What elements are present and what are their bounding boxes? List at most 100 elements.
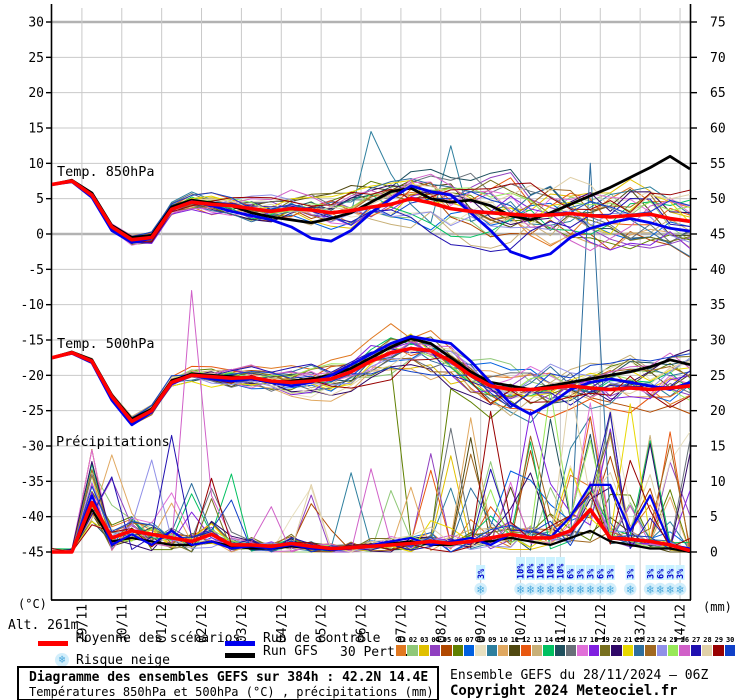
x-axis-date-label: 11/12 (554, 604, 569, 643)
snowflake-icon: ❄ (517, 583, 524, 597)
perturbation-number: 08 (476, 636, 486, 644)
snowflake-icon: ❄ (577, 583, 584, 597)
snow-risk-percent: 10% (537, 563, 547, 579)
perturbation-number: 07 (465, 636, 474, 644)
perturbation-number: 25 (669, 636, 678, 644)
x-axis-date-label: 14/12 (674, 604, 689, 643)
perturbation-number: 06 (454, 636, 463, 644)
perturbation-swatch (622, 645, 633, 656)
snowflake-icon: ❄ (607, 583, 614, 597)
snow-risk-percent: 10% (517, 563, 527, 579)
snow-risk-percent: 3% (587, 568, 597, 579)
panel-labels: Temp. 850hPa Temp. 500hPa Précipitations (56, 164, 170, 450)
snowflake-icon: ❄ (656, 583, 663, 597)
perturbation-swatch (701, 645, 713, 656)
title-box: Diagramme des ensembles GEFS sur 384h : … (17, 666, 439, 700)
perturbation-swatch (486, 645, 497, 656)
run-info: Ensemble GEFS du 28/11/2024 – 06Z (450, 668, 709, 683)
snowflake-icon: ❄ (557, 583, 564, 597)
left-axis-tick-label: 10 (28, 157, 44, 172)
left-axis-tick-label: 5 (36, 192, 44, 207)
left-axis-tick-label: -40 (21, 510, 44, 525)
x-axis-date-label: 09/12 (474, 604, 489, 643)
mean-line-t850 (52, 179, 690, 242)
perturbation-number: 13 (533, 636, 542, 644)
left-axis-unit: (°C) (18, 597, 47, 611)
snowflake-icon: ❄ (547, 583, 554, 597)
perturbation-swatch (475, 645, 486, 656)
right-axis-tick-label: 25 (710, 369, 726, 384)
perturbation-swatch (690, 645, 701, 656)
x-axis-date-label: 30/11 (115, 604, 130, 643)
axes (46, 4, 697, 601)
chart-subtitle: Températures 850hPa et 500hPa (°C) , pré… (29, 685, 434, 699)
x-axis-date-label: 10/12 (514, 604, 529, 643)
snowflake-icon: ❄ (647, 583, 654, 597)
perturbation-number: 05 (442, 636, 452, 644)
perturbation-swatch (407, 645, 418, 656)
perturbation-number: 11 (510, 636, 520, 644)
legend-control-label: Run de contrôle (263, 631, 381, 646)
legend-mean-swatch (38, 641, 68, 646)
perturbation-number: 04 (431, 636, 440, 644)
left-axis-tick-label: -25 (21, 404, 44, 419)
perturbation-number: 19 (601, 636, 610, 644)
x-axis-date-label: 02/12 (195, 604, 210, 643)
right-axis-tick-label: 10 (710, 475, 726, 490)
main-lines (52, 154, 690, 554)
snow-risk-row: 3%❄10%❄10%❄10%❄10%❄10%❄6%❄3%❄3%❄6%❄3%❄3%… (474, 557, 687, 597)
tick-labels: 302520151050-5-10-15-20-25-30-35-40-4575… (18, 16, 732, 644)
perturbation-number: 14 (544, 636, 554, 644)
perturbation-swatch (497, 645, 509, 656)
perturbation-number: 18 (590, 636, 599, 644)
member-line-t500 (52, 352, 690, 419)
perturbation-number: 15 (556, 636, 565, 644)
legend-gfs-label: Run GFS (263, 644, 318, 659)
perturbation-swatch (724, 645, 735, 656)
perturbation-swatch (645, 645, 656, 656)
left-axis-tick-label: -35 (21, 475, 44, 490)
perturbation-swatch (667, 645, 679, 656)
perturbation-swatch (452, 645, 463, 656)
perturbation-color-bar (396, 645, 736, 656)
x-axis-date-label: 03/12 (235, 604, 250, 643)
perturbation-swatch (633, 645, 645, 656)
x-axis-date-label: 01/12 (155, 604, 170, 643)
right-axis-tick-label: 5 (710, 510, 718, 525)
x-axis-date-label: 07/12 (394, 604, 409, 643)
perturbation-number: 28 (703, 636, 712, 644)
legend-gfs-swatch (225, 653, 255, 658)
perturbation-swatch (588, 645, 599, 656)
snow-risk-percent: 6% (567, 568, 577, 579)
perturbation-number: 17 (578, 636, 588, 644)
snowflake-icon: ❄ (627, 583, 634, 597)
x-axis-date-label: 12/12 (594, 604, 609, 643)
copyright: Copyright 2024 Meteociel.fr (450, 683, 678, 699)
perturbation-number: 30 (725, 636, 735, 644)
panel-label-t850: Temp. 850hPa (57, 164, 155, 180)
snow-risk-percent: 10% (557, 563, 567, 579)
perturbation-number: 01 (397, 636, 406, 644)
perturbation-number: 09 (488, 636, 497, 644)
x-axis-date-label: 13/12 (634, 604, 649, 643)
mean-line-t500 (52, 346, 690, 424)
legend-control-swatch (225, 641, 255, 646)
left-axis-tick-label: 15 (28, 121, 44, 136)
x-axis-date-label: 06/12 (355, 604, 370, 643)
snow-risk-percent: 3% (666, 568, 676, 579)
right-axis-tick-label: 75 (710, 16, 726, 31)
member-line-precip (52, 435, 690, 553)
right-axis-tick-label: 50 (710, 192, 726, 207)
perturbation-number: 26 (680, 636, 690, 644)
left-axis-tick-label: 30 (28, 16, 44, 31)
perturbation-number: 03 (420, 636, 429, 644)
perturbation-swatch (441, 645, 452, 656)
mean-line-precip (52, 500, 690, 554)
right-axis-tick-label: 40 (710, 263, 726, 278)
right-axis-tick-label: 35 (710, 298, 726, 313)
x-axis-date-label: 29/11 (75, 604, 90, 643)
x-axis-date-label: 04/12 (275, 604, 290, 643)
right-axis-tick-label: 55 (710, 157, 726, 172)
perturbation-number: 21 (624, 636, 633, 644)
